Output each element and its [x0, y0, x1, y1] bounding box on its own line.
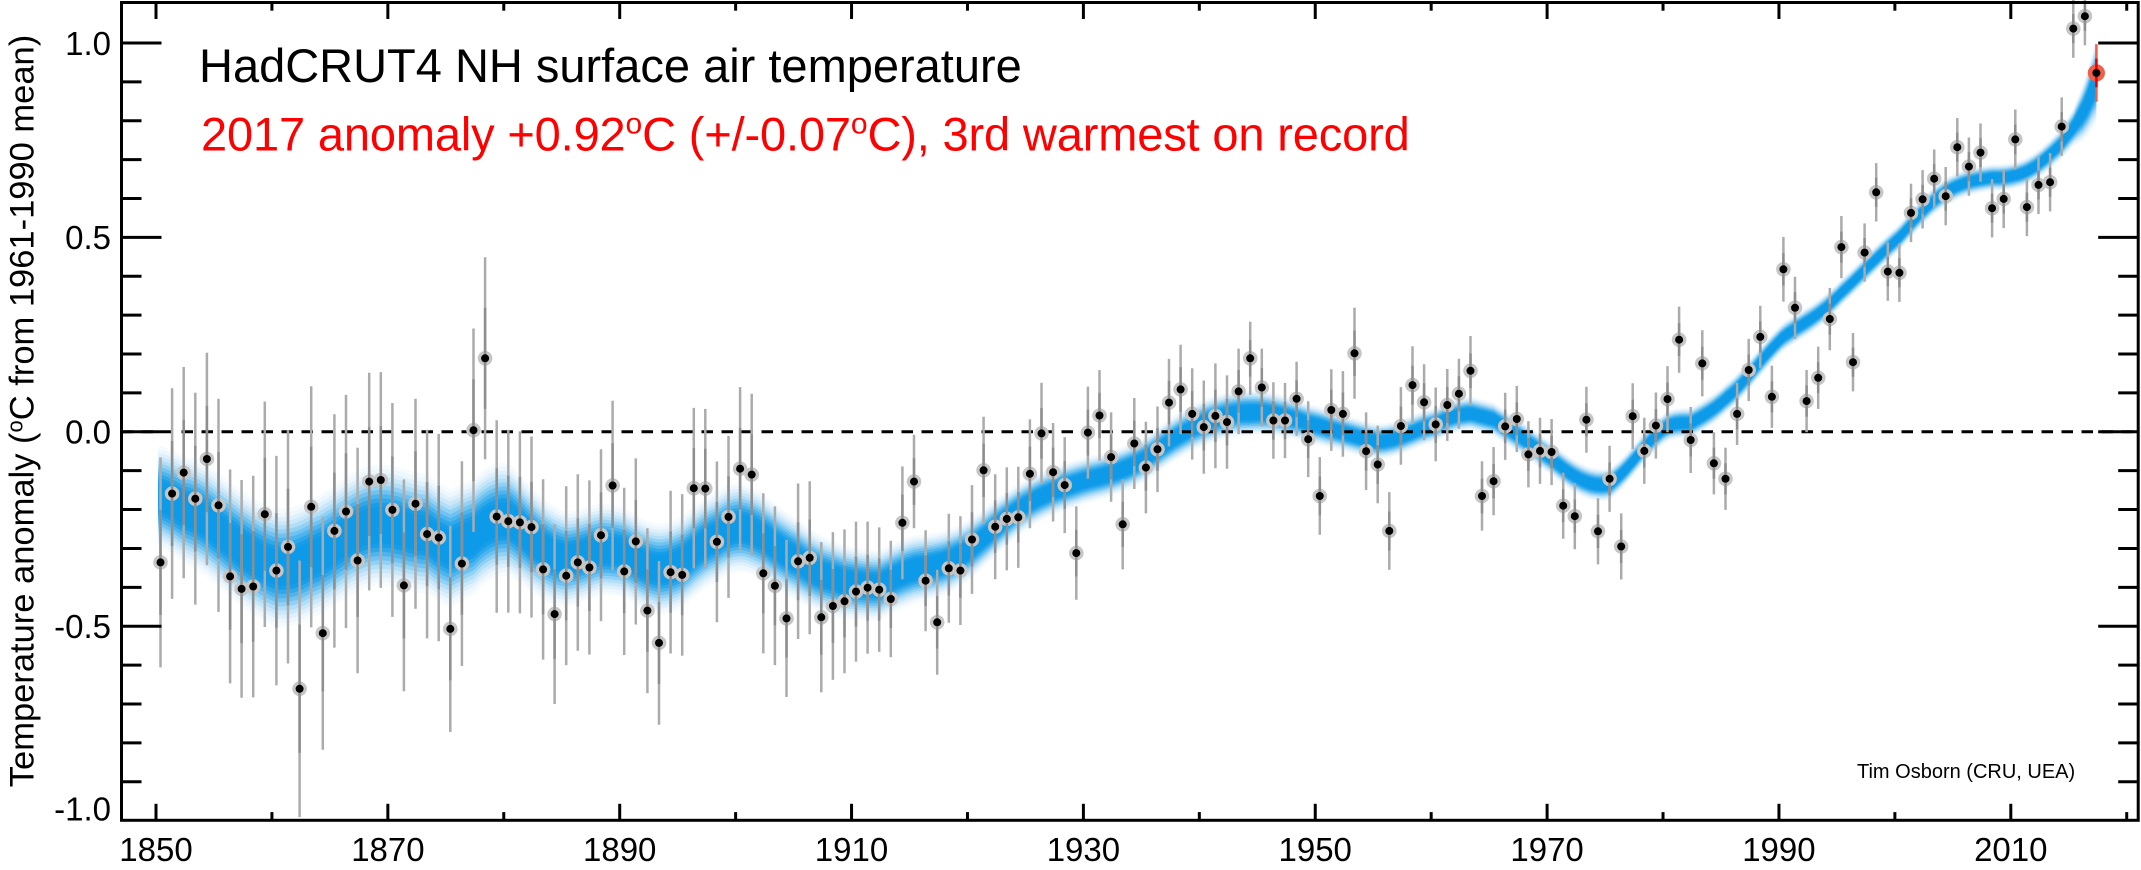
svg-text:2010: 2010 [1974, 831, 2047, 865]
svg-text:Temperature anomaly (oC from 1: Temperature anomaly (oC from 1961-1990 m… [3, 35, 42, 787]
svg-text:1910: 1910 [815, 831, 888, 865]
svg-text:1970: 1970 [1510, 831, 1583, 865]
svg-text:0.5: 0.5 [65, 219, 111, 256]
svg-text:HadCRUT4 NH surface air temper: HadCRUT4 NH surface air temperature [199, 39, 1022, 92]
svg-text:-0.5: -0.5 [54, 608, 111, 645]
svg-text:1.0: 1.0 [65, 25, 111, 62]
svg-text:1930: 1930 [1047, 831, 1120, 865]
svg-text:1950: 1950 [1278, 831, 1351, 865]
svg-text:1890: 1890 [583, 831, 656, 865]
svg-text:1850: 1850 [119, 831, 192, 865]
svg-text:Tim Osborn (CRU, UEA): Tim Osborn (CRU, UEA) [1857, 761, 2075, 783]
svg-text:0.0: 0.0 [65, 414, 111, 451]
svg-text:1990: 1990 [1742, 831, 1815, 865]
svg-text:2017 anomaly +0.92oC (+/-0.07o: 2017 anomaly +0.92oC (+/-0.07oC), 3rd wa… [201, 108, 1410, 161]
svg-text:1870: 1870 [351, 831, 424, 865]
svg-text:-1.0: -1.0 [54, 791, 111, 828]
